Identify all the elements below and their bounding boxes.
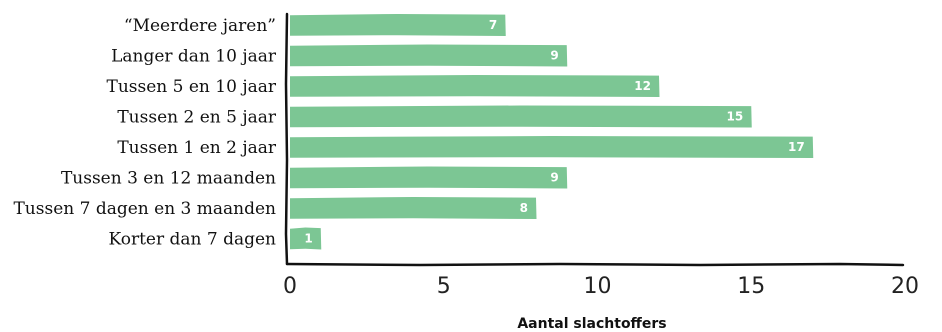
category-label: “Meerdere jaren” [124, 16, 276, 36]
category-label: Korter dan 7 dagen [108, 230, 276, 250]
x-tick-label: 0 [283, 274, 297, 299]
data-label: 9 [550, 171, 558, 185]
category-label: Tussen 3 en 12 maanden [61, 169, 276, 189]
bar [290, 105, 752, 128]
bar [290, 44, 568, 67]
category-label: Tussen 2 en 5 jaar [117, 108, 277, 128]
data-label: 7 [489, 18, 497, 32]
data-label: 9 [550, 49, 558, 63]
bar [290, 136, 814, 158]
bars-group [290, 14, 814, 250]
data-labels: 7 9 12 15 17 9 8 1 [304, 18, 804, 246]
category-label: Langer dan 10 jaar [111, 47, 277, 67]
x-tick-label: 5 [437, 274, 451, 299]
data-label: 17 [788, 140, 805, 154]
bar [290, 166, 568, 189]
category-label: Tussen 1 en 2 jaar [117, 138, 277, 158]
data-label: 8 [520, 201, 528, 215]
category-labels: “Meerdere jaren” Langer dan 10 jaar Tussen… [13, 16, 276, 250]
data-label: 15 [727, 110, 744, 124]
bar [290, 227, 322, 250]
x-tick-label: 15 [737, 274, 765, 299]
x-tick-label: 10 [584, 274, 612, 299]
category-label: Tussen 7 dagen en 3 maanden [13, 199, 276, 219]
category-label: Tussen 5 en 10 jaar [107, 77, 277, 97]
data-label: 1 [304, 232, 312, 246]
bar [290, 14, 506, 36]
x-axis-title: Aantal slachtoffers [517, 316, 666, 332]
x-tick-labels: 0 5 10 15 20 [283, 274, 919, 299]
y-axis-line [284, 12, 289, 266]
x-tick-label: 20 [891, 274, 919, 299]
x-axis-line [285, 262, 905, 267]
bar [290, 197, 537, 219]
data-label: 12 [634, 79, 651, 93]
bar [290, 75, 660, 97]
